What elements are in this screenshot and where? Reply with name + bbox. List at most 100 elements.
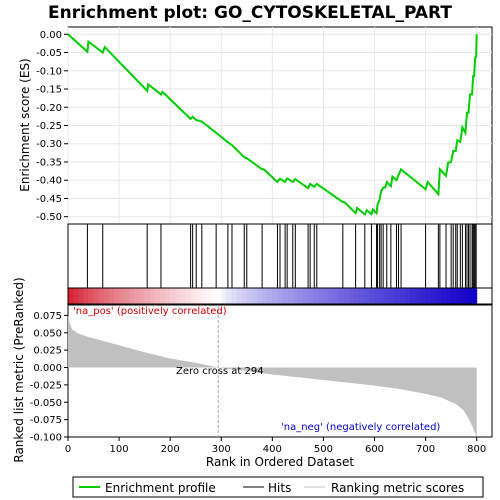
x-tick-label: 100 [110,444,129,455]
es-panel: 0.00 -0.05 -0.10 -0.15 -0.20 -0.25 -0.30 -0.35 -… [18,26,493,225]
color-bar-segment [369,288,376,304]
color-bar-segment [129,288,135,304]
x-axis-label: Rank in Ordered Dataset [206,455,354,469]
es-ytick-label: -0.45 [36,194,62,205]
es-ytick-label: -0.05 [36,48,62,59]
metric-ytick-label: -0.025 [30,380,62,391]
color-bar-segment [348,288,355,304]
metric-ytick-label: 0.000 [33,363,62,374]
color-bar-segment [257,288,263,304]
color-bar-segment [241,288,248,304]
metric-panel: 0.075 0.050 0.025 0.000 -0.025 -0.050 -0.075 -0… [12,277,493,463]
color-bar-segment [83,288,89,304]
color-bar-segment [277,288,284,304]
color-bar-segment [297,288,304,304]
color-bar-segment [359,288,365,304]
es-ytick-label: -0.20 [36,103,62,114]
color-bar-segment [108,288,115,304]
color-bar-segment [389,288,396,304]
legend-label-enrichment: Enrichment profile [105,481,216,495]
color-bar-segment [313,288,319,304]
color-bar-segment [466,288,473,304]
color-bar-segment [364,288,370,304]
color-bar-segment [149,288,156,304]
color-bar-segment [338,288,345,304]
legend: Enrichment profile Hits Ranking metric s… [72,476,484,498]
color-bar-segment [282,288,289,304]
color-bar-segment [236,288,243,304]
color-bar-segment [246,288,253,304]
color-bar-segment [159,288,166,304]
es-ytick-label: 0.00 [40,30,62,41]
es-ylabel: Enrichment score (ES) [18,58,32,191]
color-bar-segment [175,288,181,304]
color-bar-segment [328,288,335,304]
color-bar-segment [98,288,105,304]
enrichment-profile-line [67,33,478,217]
color-bar-segment [251,288,258,304]
color-bar-segment [68,288,74,304]
color-bar-segment [308,288,314,304]
color-bar-segment [440,288,447,304]
color-bar-segment [195,288,202,304]
x-tick-label: 300 [212,444,231,455]
es-y-axis: 0.00 -0.05 -0.10 -0.15 -0.20 -0.25 -0.30 -0.35 -… [36,30,68,223]
color-bar-segment [318,288,324,304]
chart-title: Enrichment plot: GO_CYTOSKELETAL_PART [48,3,452,23]
color-bar-segment [400,288,406,304]
x-axis: 0 100 200 300 400 500 600 700 800 [65,437,486,455]
x-tick-label: 800 [467,444,486,455]
color-bar-segment [333,288,340,304]
color-bar-segment [88,288,95,304]
hits-panel [67,223,493,289]
color-bar-segment [73,288,79,304]
es-ytick-label: -0.15 [36,85,62,96]
color-bar-segment [405,288,411,304]
x-tick-label: 0 [65,444,71,455]
color-bar-segment [267,288,273,304]
color-bar-segment [384,288,391,304]
color-bar-segment [415,288,421,304]
x-tick-label: 400 [263,444,282,455]
color-bar-segment [461,288,467,304]
es-ytick-label: -0.40 [36,176,62,187]
color-bar-segment [272,288,278,304]
es-ytick-label: -0.10 [36,66,62,77]
legend-label-hits: Hits [268,481,291,495]
color-bar-segment [144,288,151,304]
color-bar-segment [262,288,268,304]
color-bar-segment [154,288,161,304]
color-bar-segment [343,288,350,304]
legend-box [72,476,484,498]
color-bar-segment [374,288,381,304]
ranking-metric-area [68,315,477,437]
x-tick-label: 600 [365,444,384,455]
color-bar-segment [165,288,171,304]
color-bar-frame [67,287,493,305]
color-bar-segment [124,288,130,304]
color-bar-segment [113,288,120,304]
color-bar-segment [456,288,462,304]
zero-cross-label: Zero cross at 294 [176,366,264,377]
color-bar-segment [430,288,437,304]
metric-ytick-label: 0.075 [33,311,62,322]
color-bar-segment [200,288,207,304]
color-bar-segment [425,288,432,304]
color-bar-segment [354,288,360,304]
color-bar-segment [302,288,309,304]
metric-ylabel: Ranked list metric (PreRanked) [12,277,26,462]
metric-ytick-label: -0.050 [30,398,62,409]
color-bar-segment [221,288,227,304]
x-tick-label: 200 [161,444,180,455]
color-bar-segment [211,288,217,304]
color-bar-segment [190,288,197,304]
color-bar-segment [323,288,330,304]
color-bar-segment [410,288,416,304]
rank-color-bar [67,287,493,305]
metric-y-axis: 0.075 0.050 0.025 0.000 -0.025 -0.050 -0.075 -0… [30,311,68,444]
color-bar-segment [287,288,294,304]
color-bar-segment [292,288,299,304]
metric-ytick-label: 0.025 [33,346,62,357]
color-bar-segment [231,288,238,304]
